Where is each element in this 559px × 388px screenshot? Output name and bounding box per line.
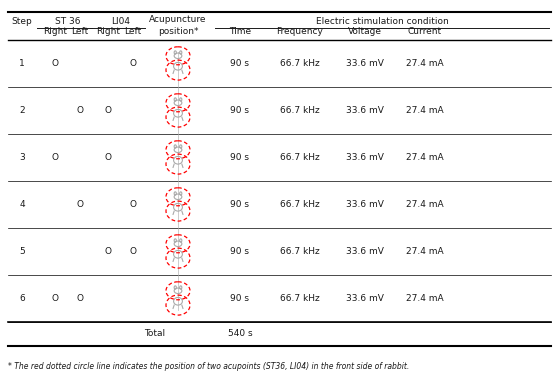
- Text: Current: Current: [408, 28, 442, 36]
- Text: 90 s: 90 s: [230, 247, 249, 256]
- Text: Left: Left: [124, 28, 141, 36]
- Text: Frequency: Frequency: [277, 28, 324, 36]
- Text: Electric stimulation condition: Electric stimulation condition: [316, 17, 448, 26]
- Text: 90 s: 90 s: [230, 59, 249, 68]
- Text: O: O: [51, 59, 59, 68]
- Text: 66.7 kHz: 66.7 kHz: [280, 59, 320, 68]
- Text: LI04: LI04: [111, 17, 130, 26]
- Text: 90 s: 90 s: [230, 106, 249, 115]
- Text: 6: 6: [19, 294, 25, 303]
- Text: * The red dotted circle line indicates the position of two acupoints (ST36, LI04: * The red dotted circle line indicates t…: [8, 362, 409, 371]
- Text: Time: Time: [229, 28, 251, 36]
- Text: 27.4 mA: 27.4 mA: [406, 200, 444, 209]
- Text: 5: 5: [19, 247, 25, 256]
- Text: 66.7 kHz: 66.7 kHz: [280, 106, 320, 115]
- Text: Voltage: Voltage: [348, 28, 382, 36]
- Text: 2: 2: [19, 106, 25, 115]
- Text: 33.6 mV: 33.6 mV: [346, 247, 384, 256]
- Text: 66.7 kHz: 66.7 kHz: [280, 200, 320, 209]
- Text: 33.6 mV: 33.6 mV: [346, 200, 384, 209]
- Text: O: O: [51, 153, 59, 162]
- Text: Right: Right: [96, 28, 120, 36]
- Text: O: O: [77, 106, 83, 115]
- Text: 27.4 mA: 27.4 mA: [406, 59, 444, 68]
- Text: 27.4 mA: 27.4 mA: [406, 106, 444, 115]
- Text: O: O: [130, 59, 136, 68]
- Text: O: O: [51, 294, 59, 303]
- Text: O: O: [77, 294, 83, 303]
- Text: 66.7 kHz: 66.7 kHz: [280, 153, 320, 162]
- Text: 90 s: 90 s: [230, 200, 249, 209]
- Text: O: O: [105, 247, 111, 256]
- Text: Left: Left: [72, 28, 89, 36]
- Text: 27.4 mA: 27.4 mA: [406, 247, 444, 256]
- Text: 33.6 mV: 33.6 mV: [346, 59, 384, 68]
- Text: Right: Right: [43, 28, 67, 36]
- Text: 3: 3: [19, 153, 25, 162]
- Text: 90 s: 90 s: [230, 153, 249, 162]
- Text: O: O: [105, 106, 111, 115]
- Text: 4: 4: [19, 200, 25, 209]
- Text: ST 36: ST 36: [55, 17, 80, 26]
- Text: O: O: [130, 200, 136, 209]
- Text: 66.7 kHz: 66.7 kHz: [280, 247, 320, 256]
- Text: O: O: [105, 153, 111, 162]
- Text: O: O: [77, 200, 83, 209]
- Text: 33.6 mV: 33.6 mV: [346, 153, 384, 162]
- Text: 33.6 mV: 33.6 mV: [346, 294, 384, 303]
- Text: 90 s: 90 s: [230, 294, 249, 303]
- Text: 27.4 mA: 27.4 mA: [406, 153, 444, 162]
- Text: 66.7 kHz: 66.7 kHz: [280, 294, 320, 303]
- Text: 33.6 mV: 33.6 mV: [346, 106, 384, 115]
- Text: Total: Total: [144, 329, 165, 338]
- Text: position*: position*: [158, 28, 198, 36]
- Text: O: O: [130, 247, 136, 256]
- Text: 540 s: 540 s: [228, 329, 252, 338]
- Text: Step: Step: [12, 17, 32, 26]
- Text: 1: 1: [19, 59, 25, 68]
- Text: Acupuncture: Acupuncture: [149, 16, 207, 24]
- Text: 27.4 mA: 27.4 mA: [406, 294, 444, 303]
